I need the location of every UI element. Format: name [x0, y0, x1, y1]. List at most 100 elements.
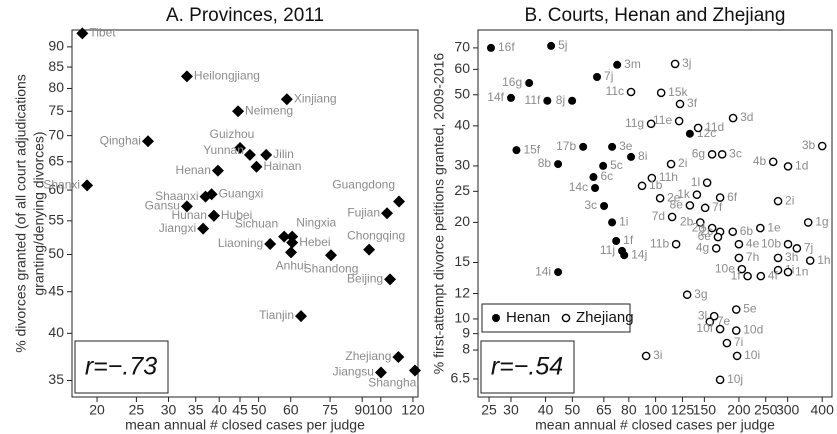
point	[707, 223, 717, 233]
point-label: 6c	[600, 169, 613, 183]
y-tick-label: 60	[48, 181, 64, 197]
x-tick-label: 40	[538, 402, 554, 418]
point-label: Gansu	[145, 199, 180, 213]
point-label: 1g	[815, 215, 828, 229]
point-label: Guangxi	[219, 186, 264, 200]
point-label: 3f	[687, 96, 698, 110]
point-label: 11h	[659, 170, 678, 184]
point	[141, 135, 154, 148]
point-label: 1e	[767, 220, 781, 234]
point-label: 1k	[677, 187, 691, 201]
point-label: Tibet	[89, 26, 116, 40]
point	[384, 273, 397, 286]
point-label: 3g	[694, 287, 707, 301]
point-label: 11j	[600, 243, 615, 257]
point-label: 7j	[804, 241, 813, 255]
point-label: 5j	[558, 38, 567, 52]
y-tick-label: 30	[454, 157, 470, 173]
x-tick-label: 30	[503, 402, 519, 418]
point	[783, 239, 793, 249]
point-label: Hubei	[221, 208, 252, 222]
point-label: 3c	[729, 147, 742, 161]
point-label: Qinghai	[100, 133, 141, 147]
point-label: 4g	[696, 241, 709, 255]
annotation: r=−.54	[491, 353, 563, 381]
point	[647, 173, 657, 183]
point	[568, 96, 577, 105]
y-tick-label: 20	[454, 213, 470, 229]
x-tick-label: 100	[369, 402, 393, 418]
point	[554, 160, 563, 169]
annotation-box	[480, 340, 575, 394]
point-label: 10b	[761, 236, 781, 250]
point-label: Zhejiang	[345, 349, 391, 363]
y-tick-label: 40	[48, 324, 64, 340]
point	[670, 59, 680, 69]
point-label: 10f	[696, 321, 713, 335]
y-tick-label: 75	[48, 102, 64, 118]
point	[393, 195, 406, 208]
y-tick-label: 8	[462, 341, 470, 357]
point-label: 2e	[667, 190, 681, 204]
point-label: 8e	[670, 198, 684, 212]
point	[506, 93, 515, 102]
point-label: 1n	[795, 264, 808, 278]
point-label: 7d	[652, 209, 665, 223]
point-label: 6b	[740, 224, 754, 238]
x-tick-label: 45	[232, 402, 248, 418]
point-label: 14j	[631, 247, 647, 261]
point	[707, 150, 717, 159]
y-tick-label: 50	[454, 85, 470, 101]
point	[713, 232, 723, 242]
point	[722, 338, 732, 348]
point-label: 3e	[619, 139, 633, 153]
point-label: 1l	[691, 175, 700, 189]
point-label: 2i	[785, 193, 794, 207]
y-axis-title: % divorces granted (of all court adjudic…	[13, 74, 29, 353]
y-tick-label: 50	[48, 245, 64, 261]
point-label: 11b	[650, 236, 669, 250]
point	[805, 256, 815, 265]
point	[731, 326, 741, 335]
point	[591, 184, 600, 193]
point	[768, 157, 778, 167]
point-label: 15f	[523, 142, 540, 156]
legend-label: Zhejiang	[576, 309, 634, 326]
point	[685, 201, 695, 210]
point-label: Beijing	[347, 272, 383, 286]
point	[646, 119, 656, 129]
point	[626, 87, 636, 97]
point	[374, 366, 387, 379]
x-tick-label: 200	[727, 402, 751, 418]
point-label: 2b	[680, 215, 694, 229]
point-label: 10j	[727, 372, 743, 386]
point-label: 4b	[753, 154, 767, 168]
x-tick-label: 400	[811, 402, 835, 418]
x-axis-title: mean annual # closed cases per judge	[125, 417, 365, 433]
y-tick-label: 45	[48, 282, 64, 298]
point	[711, 244, 721, 253]
point-label: 11f	[525, 93, 541, 107]
point	[715, 375, 725, 385]
point	[637, 181, 647, 191]
point	[232, 105, 245, 118]
point-label: 1f	[731, 268, 742, 282]
point	[817, 141, 827, 151]
point-label: 16g	[502, 75, 522, 89]
point	[705, 317, 715, 327]
legend-label: Henan	[506, 309, 550, 326]
point-label: Hunan	[172, 208, 207, 222]
point	[260, 148, 273, 161]
point	[666, 159, 676, 169]
y-tick-label: 65	[48, 153, 64, 169]
point	[325, 249, 338, 262]
y-tick-label: 55	[48, 212, 64, 228]
x-tick-label: 150	[693, 402, 717, 418]
point-label: 6e	[698, 229, 712, 243]
x-tick-label: 60	[283, 402, 299, 418]
point	[685, 129, 694, 138]
point	[655, 193, 665, 203]
point-label: 10i	[744, 348, 760, 362]
plot-frame	[477, 29, 833, 398]
point	[709, 311, 719, 321]
